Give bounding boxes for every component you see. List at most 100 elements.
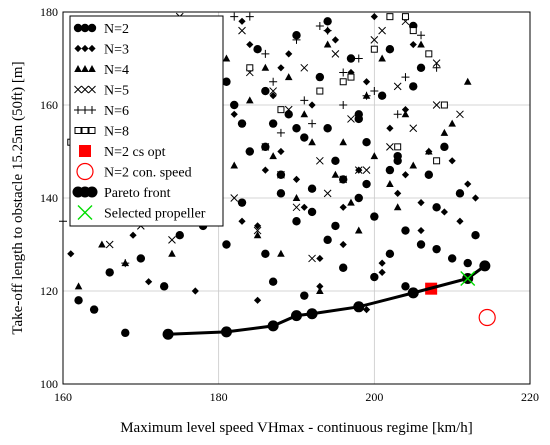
data-point	[339, 138, 347, 146]
legend-marker	[81, 44, 89, 53]
data-point	[261, 142, 270, 151]
data-point	[308, 138, 316, 146]
data-point	[362, 306, 371, 314]
data-point	[253, 222, 262, 230]
data-point	[292, 35, 301, 44]
legend-label: N=3	[104, 43, 129, 58]
data-point	[478, 308, 496, 327]
x-tick-label: 160	[54, 390, 72, 404]
data-point	[339, 101, 348, 109]
data-point	[268, 277, 278, 286]
legend-label: N=4	[104, 63, 129, 78]
data-point	[237, 119, 247, 128]
legend-marker	[88, 106, 96, 114]
data-point	[347, 73, 355, 81]
data-point	[246, 40, 254, 49]
data-point	[105, 268, 114, 277]
data-point	[316, 87, 324, 95]
legend-marker	[74, 106, 82, 114]
data-point	[393, 82, 402, 91]
legend-label: N=2 cs opt	[104, 145, 166, 160]
data-point	[370, 36, 379, 44]
data-point	[346, 54, 356, 63]
data-point	[463, 77, 472, 85]
data-point	[339, 203, 347, 211]
data-point	[370, 212, 379, 221]
data-point	[347, 115, 355, 123]
data-point	[323, 17, 332, 26]
data-point	[67, 250, 75, 258]
data-point	[393, 156, 402, 165]
legend: N=2 N=3 N=4 N=5 N=6 N=8 N=2 cs opt N=2 con. spe…	[69, 15, 224, 227]
y-tick-label: 140	[40, 191, 58, 205]
data-point	[323, 40, 332, 48]
legend-marker	[81, 65, 89, 72]
legend-label: N=2 con. speed	[104, 166, 192, 181]
data-point	[222, 77, 231, 86]
data-point	[315, 72, 325, 82]
data-point	[308, 101, 316, 109]
legend-marker	[88, 85, 96, 94]
data-point	[331, 170, 340, 178]
data-point	[331, 49, 340, 58]
data-point	[331, 221, 340, 231]
data-point	[292, 194, 301, 201]
data-point	[300, 133, 309, 142]
legend-marker	[74, 127, 82, 134]
data-point	[323, 189, 332, 198]
data-point	[401, 13, 409, 21]
x-axis-label: Maximum level speed VHmax - continuous r…	[120, 420, 473, 436]
legend-marker	[79, 145, 91, 157]
data-point	[292, 217, 301, 226]
legend-marker	[76, 162, 94, 181]
data-point	[315, 156, 324, 165]
data-point	[409, 161, 418, 169]
data-point	[417, 199, 425, 207]
data-point	[370, 272, 379, 282]
data-point	[339, 175, 348, 184]
data-point	[308, 119, 317, 128]
legend-marker	[88, 44, 96, 53]
data-point	[230, 110, 238, 118]
data-point	[432, 244, 441, 254]
legend-marker	[74, 65, 82, 72]
data-point	[456, 110, 464, 119]
data-point	[292, 124, 301, 133]
data-point	[300, 110, 309, 118]
data-point	[261, 49, 270, 58]
data-point	[331, 36, 340, 44]
data-point	[191, 287, 199, 295]
data-point	[370, 45, 378, 53]
data-point	[292, 31, 301, 40]
data-point	[253, 45, 262, 54]
data-point	[440, 208, 448, 216]
data-point	[393, 110, 402, 119]
data-point	[401, 73, 410, 82]
data-point	[460, 270, 476, 286]
legend-marker	[88, 127, 96, 134]
data-point	[145, 278, 153, 286]
data-point	[362, 179, 371, 189]
data-point	[267, 320, 279, 332]
data-point	[74, 296, 83, 305]
data-point	[269, 77, 278, 86]
data-point	[417, 31, 426, 40]
data-point	[323, 26, 332, 35]
data-point	[237, 198, 247, 207]
legend-marker	[74, 44, 82, 53]
data-point	[440, 101, 448, 109]
legend-marker	[80, 23, 90, 33]
data-point	[268, 119, 278, 128]
legend-marker	[88, 65, 96, 72]
data-point	[432, 59, 441, 68]
data-point	[385, 165, 395, 175]
data-point	[353, 301, 365, 313]
data-point	[284, 73, 293, 81]
data-point	[121, 328, 130, 338]
data-point	[339, 240, 347, 249]
data-point	[347, 198, 355, 206]
data-point	[362, 91, 371, 100]
data-point	[306, 308, 318, 320]
data-point	[354, 114, 363, 124]
data-point	[370, 87, 379, 96]
